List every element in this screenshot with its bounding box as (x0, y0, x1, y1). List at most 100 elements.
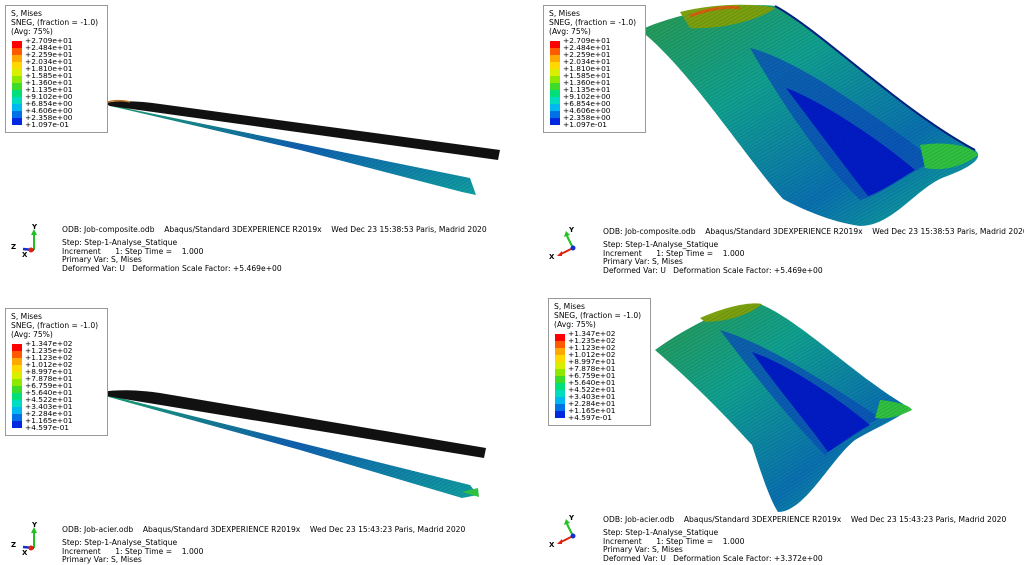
axis-triad-icon: Y ZX (11, 223, 38, 259)
viewport-info: ODB: Job-acier.odb Abaqus/Standard 3DEXP… (62, 525, 465, 565)
legend-swatch (555, 411, 565, 418)
triad-axis-label: X (549, 541, 555, 549)
info-step: Step: Step-1-Analyse_Statique (603, 528, 719, 538)
legend-swatch (12, 104, 22, 111)
legend-swatch (12, 118, 22, 125)
legend-swatch (555, 404, 565, 411)
legend-swatch (555, 390, 565, 397)
axis-triad-icon: YX (549, 226, 576, 261)
legend-sneg: SNEG, (fraction = -1.0) (554, 311, 642, 320)
legend-value: +3.403e+01 (568, 392, 616, 401)
contour-legend: S, Mises SNEG, (fraction = -1.0) (Avg: 75%… (543, 5, 646, 133)
legend-value: +4.606e+00 (25, 106, 73, 115)
info-increment: Increment 1: Step Time = 1.000 (603, 536, 745, 546)
legend-values: +2.709e+01 +2.484e+01 +2.259e+01 +2.034e+01… (563, 37, 641, 128)
legend-swatch (550, 90, 560, 97)
wing-model-steel-side (100, 390, 486, 498)
legend-avg: (Avg: 75%) (11, 330, 53, 339)
legend-swatch (550, 55, 560, 62)
legend-swatch (550, 104, 560, 111)
legend-color-bar (12, 344, 22, 428)
odb-info-line: ODB: Job-composite.odb Abaqus/Standard 3… (603, 227, 1024, 236)
info-deformed: Deformed Var: U Deformation Scale Factor… (603, 553, 823, 563)
legend-value: +1.585e+01 (563, 71, 611, 80)
info-deformed: Deformed Var: U Deformation Scale Factor… (603, 265, 823, 275)
legend-avg: (Avg: 75%) (549, 27, 591, 36)
info-increment: Increment 1: Step Time = 1.000 (62, 246, 204, 256)
legend-swatch (550, 62, 560, 69)
legend-scale: +2.709e+01 +2.484e+01 +2.259e+01 +2.034e+01… (549, 37, 641, 128)
legend-value: +6.854e+00 (25, 99, 73, 108)
viewport-info: ODB: Job-acier.odb Abaqus/Standard 3DEXP… (603, 515, 1007, 563)
legend-scale: +1.347e+02 +1.235e+02 +1.123e+02 +1.012e+02… (554, 330, 646, 421)
legend-swatch (555, 341, 565, 348)
legend-swatch (12, 372, 22, 379)
triad-axis-label: X (549, 253, 555, 261)
legend-value: +1.135e+01 (25, 85, 73, 94)
legend-sneg: SNEG, (fraction = -1.0) (549, 18, 637, 27)
legend-value: +6.854e+00 (563, 99, 611, 108)
legend-swatch (555, 369, 565, 376)
info-deformed: Deformed Var: U Deformation Scale Factor… (62, 263, 282, 273)
axis-triad-icon: YX (549, 514, 576, 549)
legend-value: +1.012e+02 (568, 350, 616, 359)
legend-value: +2.358e+00 (25, 113, 73, 122)
odb-info-line: ODB: Job-acier.odb Abaqus/Standard 3DEXP… (603, 515, 1007, 524)
legend-swatch (550, 118, 560, 125)
legend-swatch (12, 400, 22, 407)
legend-color-bar (550, 41, 560, 125)
legend-values: +2.709e+01 +2.484e+01 +2.259e+01 +2.034e+01… (25, 37, 103, 128)
viewport-info: ODB: Job-composite.odb Abaqus/Standard 3… (603, 227, 1024, 275)
triad-axis-label: Y (568, 514, 575, 522)
legend-swatch (555, 397, 565, 404)
legend-value: +4.597e-01 (25, 423, 69, 432)
legend-swatch (555, 362, 565, 369)
legend-swatch (12, 83, 22, 90)
legend-values: +1.347e+02 +1.235e+02 +1.123e+02 +1.012e+02… (568, 330, 646, 421)
legend-value: +8.997e+01 (25, 367, 73, 376)
legend-swatch (555, 348, 565, 355)
legend-swatch (555, 376, 565, 383)
legend-swatch (12, 358, 22, 365)
legend-title: S, Mises (11, 9, 42, 18)
legend-value: +1.165e+01 (568, 406, 616, 415)
legend-color-bar (555, 334, 565, 418)
legend-swatch (550, 97, 560, 104)
legend-sneg: SNEG, (fraction = -1.0) (11, 18, 99, 27)
legend-scale: +1.347e+02 +1.235e+02 +1.123e+02 +1.012e+02… (11, 340, 103, 431)
legend-swatch (12, 344, 22, 351)
contour-legend: S, Mises SNEG, (fraction = -1.0) (Avg: 75%… (548, 298, 651, 426)
info-step: Step: Step-1-Analyse_Statique (62, 538, 178, 548)
legend-value: +3.403e+01 (25, 402, 73, 411)
legend-value: +1.810e+01 (563, 64, 611, 73)
legend-value: +1.360e+01 (563, 78, 611, 87)
triad-axis-label: Z (11, 541, 16, 549)
legend-swatch (12, 55, 22, 62)
legend-value: +4.522e+01 (25, 395, 73, 404)
legend-swatch (550, 111, 560, 118)
legend-title: S, Mises (549, 9, 580, 18)
legend-value: +1.585e+01 (25, 71, 73, 80)
legend-value: +2.034e+01 (563, 57, 611, 66)
legend-value: +8.997e+01 (568, 357, 616, 366)
info-step: Step: Step-1-Analyse_Statique (603, 240, 719, 250)
legend-swatch (12, 62, 22, 69)
legend-swatch (12, 41, 22, 48)
triad-axis-label: Y (31, 521, 38, 529)
contour-legend: S, Mises SNEG, (fraction = -1.0) (Avg: 75%… (5, 308, 108, 436)
legend-swatch (12, 386, 22, 393)
triad-axis-label: X (22, 251, 28, 259)
legend-swatch (550, 83, 560, 90)
legend-swatch (12, 365, 22, 372)
triad-axis-label: Z (11, 243, 16, 251)
info-increment: Increment 1: Step Time = 1.000 (62, 546, 204, 556)
legend-swatch (12, 76, 22, 83)
legend-value: +1.810e+01 (25, 64, 73, 73)
wing-model-composite-side (104, 99, 500, 195)
legend-color-bar (12, 41, 22, 125)
legend-swatch (12, 97, 22, 104)
wing-model-composite-deformed (640, 4, 979, 226)
